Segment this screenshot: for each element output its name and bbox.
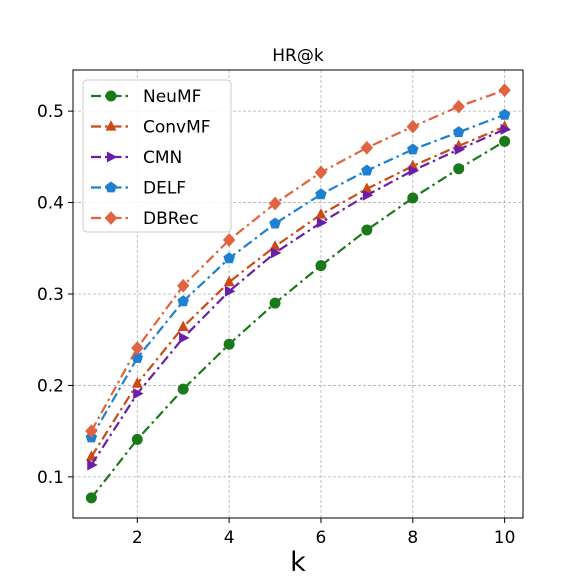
y-tick-label: 0.5 — [37, 102, 64, 122]
data-point-dbrec — [406, 119, 419, 134]
legend-marker-delf — [105, 181, 117, 193]
data-point-cmn — [87, 459, 98, 471]
y-tick-label: 0.4 — [37, 194, 64, 214]
legend-label-delf: DELF — [143, 179, 186, 199]
data-point-dbrec — [85, 424, 98, 439]
x-tick-label: 8 — [407, 528, 418, 548]
legend-entry-convmf: ConvMF — [91, 118, 211, 138]
data-point-delf — [498, 108, 511, 120]
legend-marker-dbrec — [104, 211, 118, 225]
x-tick-label: 2 — [132, 528, 143, 548]
data-point-neumf — [85, 492, 97, 504]
data-point-neumf — [131, 433, 143, 445]
legend-label-cmn: CMN — [143, 148, 182, 168]
series-neumf — [85, 135, 511, 504]
data-point-neumf — [361, 224, 373, 236]
data-point-neumf — [499, 135, 511, 147]
data-point-convmf — [361, 182, 373, 193]
data-point-neumf — [453, 163, 465, 175]
data-point-cmn — [179, 332, 190, 344]
data-point-cmn — [408, 165, 420, 177]
data-point-convmf — [177, 320, 189, 332]
data-point-dbrec — [268, 196, 282, 211]
legend-entry-delf: DELF — [91, 179, 186, 199]
data-point-delf — [223, 252, 235, 264]
legend-entry-neumf: NeuMF — [91, 87, 201, 107]
series-cmn — [87, 123, 511, 471]
data-point-cmn — [362, 189, 374, 201]
chart-title: HR@k — [272, 46, 324, 66]
series-line-convmf — [90, 125, 506, 458]
legend-marker-cmn — [106, 151, 118, 163]
series-line-neumf — [90, 140, 506, 499]
data-point-cmn — [270, 247, 282, 259]
x-tick-label: 4 — [224, 528, 235, 548]
data-point-delf — [315, 188, 327, 200]
data-point-convmf — [131, 377, 143, 388]
data-point-cmn — [133, 388, 144, 400]
series-line-cmn — [90, 128, 506, 466]
data-point-delf — [452, 126, 465, 138]
series-layer — [85, 83, 511, 504]
data-point-neumf — [223, 338, 235, 350]
legend-label-dbrec: DBRec — [143, 209, 199, 229]
x-tick-label: 6 — [316, 528, 327, 548]
data-point-dbrec — [131, 341, 144, 355]
data-point-delf — [177, 295, 189, 307]
data-point-neumf — [269, 297, 281, 309]
data-point-cmn — [454, 144, 466, 156]
legend-entry-dbrec: DBRec — [91, 209, 199, 229]
data-point-dbrec — [452, 99, 465, 114]
y-tick-label: 0.3 — [37, 285, 64, 305]
data-point-convmf — [315, 208, 327, 219]
y-tick-label: 0.2 — [37, 376, 64, 396]
legend-label-neumf: NeuMF — [143, 87, 201, 107]
series-dbrec — [85, 83, 511, 439]
data-point-cmn — [500, 123, 511, 135]
data-point-convmf — [223, 275, 235, 287]
x-tick-label: 10 — [494, 528, 516, 548]
data-point-dbrec — [177, 278, 190, 293]
data-point-convmf — [269, 240, 281, 251]
data-point-neumf — [407, 192, 419, 204]
series-line-delf — [90, 113, 506, 439]
axis-ticks: 2 4 6 8 10 0.1 0.2 0.3 0.4 0.5 — [37, 102, 515, 548]
data-point-convmf — [85, 450, 97, 461]
legend-marker-neumf — [105, 90, 117, 102]
data-point-dbrec — [222, 233, 236, 247]
data-point-dbrec — [498, 83, 511, 97]
x-axis-label: k — [290, 547, 306, 578]
data-point-dbrec — [314, 165, 328, 180]
data-point-cmn — [224, 285, 236, 297]
data-point-neumf — [315, 260, 327, 272]
legend: NeuMF ConvMF CMN DELF DBRec — [82, 79, 232, 233]
data-point-delf — [407, 143, 419, 155]
legend-entry-cmn: CMN — [91, 148, 182, 168]
legend-box — [82, 79, 232, 233]
legend-marker-convmf — [105, 120, 117, 131]
legend-label-convmf: ConvMF — [143, 118, 211, 138]
data-point-delf — [269, 217, 281, 229]
data-point-cmn — [316, 217, 328, 229]
data-point-neumf — [177, 383, 189, 395]
y-tick-label: 0.1 — [37, 468, 64, 488]
data-point-delf — [361, 164, 373, 176]
series-line-dbrec — [90, 89, 506, 432]
data-point-dbrec — [360, 140, 374, 155]
